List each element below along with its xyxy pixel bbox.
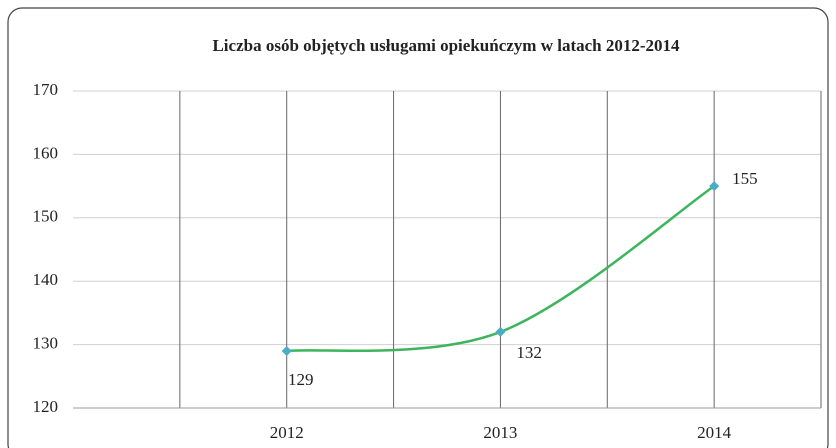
y-tick-label: 160	[33, 143, 59, 162]
chart-title: Liczba osób objętych usługami opiekuńczy…	[212, 36, 680, 55]
y-tick-label: 120	[33, 397, 59, 416]
y-tick-label: 130	[33, 334, 59, 353]
y-tick-label: 140	[33, 270, 59, 289]
x-tick-label: 2013	[483, 423, 517, 442]
data-label: 129	[288, 370, 314, 389]
data-label: 155	[732, 169, 758, 188]
y-tick-label: 150	[33, 207, 59, 226]
y-tick-label: 170	[33, 80, 59, 99]
marker	[495, 326, 506, 337]
data-label: 132	[516, 343, 542, 362]
marker	[709, 181, 720, 192]
x-tick-label: 2012	[270, 423, 304, 442]
x-tick-label: 2014	[697, 423, 732, 442]
chart-frame	[7, 7, 829, 448]
marker	[281, 345, 292, 356]
